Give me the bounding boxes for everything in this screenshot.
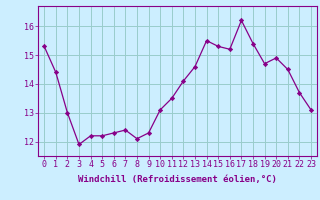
X-axis label: Windchill (Refroidissement éolien,°C): Windchill (Refroidissement éolien,°C) [78,175,277,184]
